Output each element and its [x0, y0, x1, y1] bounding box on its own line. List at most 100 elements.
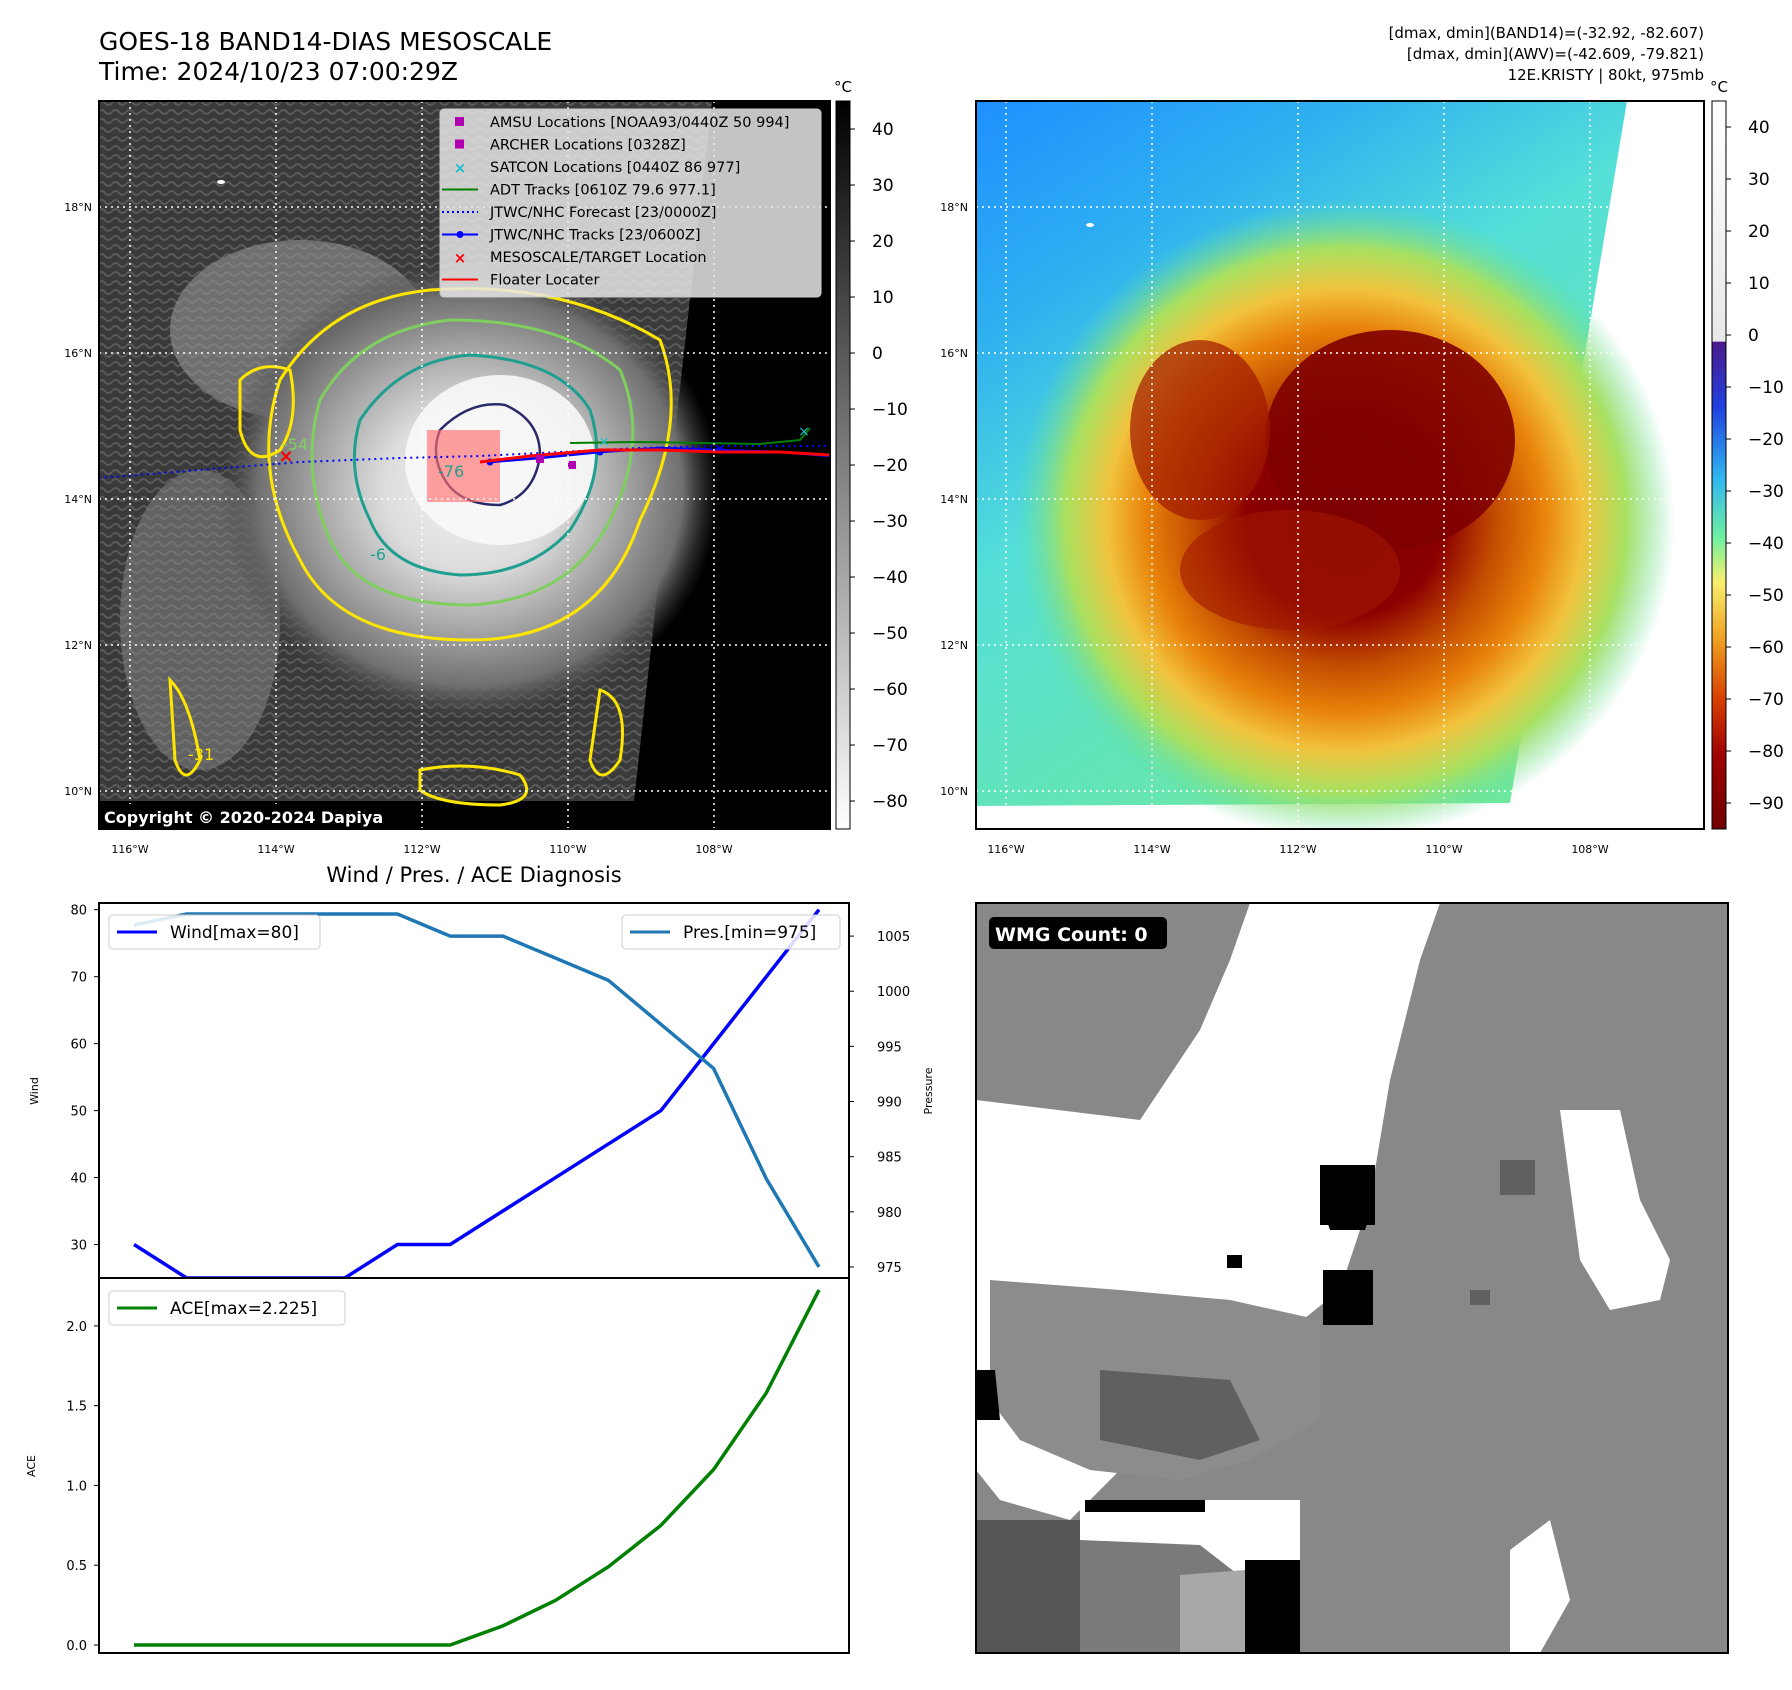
wind-axis-label: Wind: [28, 1077, 41, 1105]
contour-label-1: -54: [282, 435, 308, 454]
pressure-ytick-label: 1000: [877, 985, 910, 1000]
colorbar-tick-label: −10: [1748, 378, 1784, 398]
awv-lat-label: 18°N: [940, 201, 968, 214]
pressure-ytick-label: 1005: [877, 930, 910, 945]
awv-lat-label: 14°N: [940, 493, 968, 506]
colorbar-tick-label: −70: [872, 736, 908, 756]
colorbar-tick-label: 40: [1748, 118, 1770, 138]
diagnosis-title: Wind / Pres. / ACE Diagnosis: [326, 863, 621, 887]
wmg-count-badge: WMG Count: 0: [995, 924, 1148, 946]
pressure-ytick-label: 980: [877, 1206, 902, 1221]
colorbar-tick-label: 0: [872, 344, 883, 364]
colorbar-tick-label: 0: [1748, 326, 1759, 346]
awv-lon-label: 114°W: [1133, 843, 1170, 856]
awv-lat-label: 10°N: [940, 785, 968, 798]
awv-lon-label: 108°W: [1571, 843, 1608, 856]
awv-lon-label: 110°W: [1425, 843, 1462, 856]
colorbar-tick-label: −40: [872, 568, 908, 588]
pressure-ytick-label: 975: [877, 1261, 902, 1276]
ir-map: × × × -54 -76 -6 -31 AMSU Locations [NOA…: [64, 100, 831, 856]
legend-entry: × MESOSCALE/TARGET Location: [454, 249, 707, 267]
awv-lon-label: 112°W: [1279, 843, 1316, 856]
wind-ytick-label: 50: [70, 1105, 87, 1120]
ace-axis-label: ACE: [25, 1455, 38, 1477]
floater-track: [479, 448, 830, 464]
wind-ytick-label: 30: [70, 1239, 87, 1254]
svg-text:×: ×: [278, 446, 293, 467]
legend-label: MESOSCALE/TARGET Location: [490, 250, 707, 266]
stats-awv: [dmax, dmin](AWV)=(-42.609, -79.821): [1407, 45, 1704, 63]
pressure-ytick-label: 995: [877, 1040, 902, 1055]
stats-band14: [dmax, dmin](BAND14)=(-32.92, -82.607): [1389, 24, 1704, 42]
colorbar-tick-label: 20: [872, 232, 894, 252]
adt-track: [569, 427, 811, 446]
legend-marker: [455, 117, 464, 126]
colorbar-tick-label: 40: [872, 120, 894, 140]
colorbar-tick-label: −60: [872, 680, 908, 700]
colorbar-tick-label: −80: [1748, 742, 1784, 762]
legend-entry: ADT Tracks [0610Z 79.6 977.1]: [442, 183, 716, 199]
ir-legend: AMSU Locations [NOAA93/0440Z 50 994] ARCH…: [439, 108, 822, 298]
legend-entry: Floater Locater: [442, 273, 599, 289]
pressure-ytick-label: 990: [877, 1096, 902, 1111]
ir-lon-label: 116°W: [111, 843, 148, 856]
colorbar-tick-label: −30: [1748, 482, 1784, 502]
colorbar-tick-label: −50: [872, 624, 908, 644]
colorbar-tick-label: −80: [872, 792, 908, 812]
ace-ytick-label: 2.0: [66, 1320, 87, 1335]
awv-lon-label: 116°W: [987, 843, 1024, 856]
awv-lat-label: 16°N: [940, 347, 968, 360]
ace-legend-label: ACE[max=2.225]: [170, 1299, 317, 1319]
legend-label: ARCHER Locations [0328Z]: [490, 138, 686, 154]
colorbar-tick-label: −40: [1748, 534, 1784, 554]
legend-label: Floater Locater: [490, 273, 599, 289]
ace-ytick-label: 0.5: [66, 1559, 87, 1574]
colorbar-tick-label: −50: [1748, 586, 1784, 606]
colorbar-tick-label: −20: [1748, 430, 1784, 450]
awv-lat-label: 12°N: [940, 639, 968, 652]
pressure-series-line: [133, 912, 821, 1268]
ir-lat-label: 10°N: [64, 785, 92, 798]
wmg-map: WMG Count: 0: [975, 902, 1729, 1654]
colorbar-tick-label: −20: [872, 456, 908, 476]
svg-text:×: ×: [598, 434, 610, 450]
legend-marker: ×: [454, 249, 467, 267]
contour-label-2: -76: [438, 462, 464, 481]
colorbar-tick-label: −60: [1748, 638, 1784, 658]
legend-label: JTWC/NHC Forecast [23/0000Z]: [489, 205, 716, 221]
colorbar-tick-label: −70: [1748, 690, 1784, 710]
ace-chart: ACE 0.0 0.5 1.0 1.5 2.0 ACE[max=2.225]: [25, 1277, 850, 1654]
ir-lon-label: 110°W: [549, 843, 586, 856]
ace-series-line: [134, 1289, 821, 1647]
pressure-legend-label: Pres.[min=975]: [683, 923, 816, 943]
ir-colorbar: °C 40 30 20 10 0 −10 −20 −30 −40 −50 −60 −70 −80: [834, 78, 908, 830]
mesoscale-box: [427, 430, 500, 502]
ace-ytick-label: 1.5: [66, 1400, 87, 1415]
svg-text:×: ×: [798, 424, 810, 440]
legend-label: JTWC/NHC Tracks [23/0600Z]: [489, 228, 701, 244]
forecast-track: [99, 445, 830, 479]
colorbar-tick-label: 30: [872, 176, 894, 196]
colorbar-tick-label: 20: [1748, 222, 1770, 242]
pressure-axis-label: Pressure: [922, 1067, 935, 1114]
awv-colorbar-unit: °C: [1710, 78, 1728, 96]
colorbar-tick-label: 10: [872, 288, 894, 308]
ir-lon-label: 112°W: [403, 843, 440, 856]
figure-time: Time: 2024/10/23 07:00:29Z: [98, 57, 458, 86]
colorbar-tick-label: −10: [872, 400, 908, 420]
legend-label: AMSU Locations [NOAA93/0440Z 50 994]: [490, 115, 789, 131]
legend-entry: ARCHER Locations [0328Z]: [455, 138, 686, 154]
colorbar-tick-label: −90: [1748, 794, 1784, 814]
legend-entry: JTWC/NHC Forecast [23/0000Z]: [442, 205, 716, 221]
wind-legend-label: Wind[max=80]: [170, 923, 299, 943]
colorbar-tick-label: 30: [1748, 170, 1770, 190]
ace-ytick-label: 0.0: [66, 1639, 87, 1654]
legend-entry: JTWC/NHC Tracks [23/0600Z]: [442, 228, 701, 244]
wind-ytick-label: 60: [70, 1038, 87, 1053]
legend-label: ADT Tracks [0610Z 79.6 977.1]: [490, 183, 716, 199]
legend-label: SATCON Locations [0440Z 86 977]: [490, 160, 740, 176]
awv-map: 18°N 16°N 14°N 12°N 10°N 116°W 114°W 112…: [940, 100, 1705, 856]
legend-marker: ×: [454, 159, 467, 177]
ace-ytick-label: 1.0: [66, 1479, 87, 1494]
figure-title: GOES-18 BAND14-DIAS MESOSCALE: [99, 27, 552, 56]
